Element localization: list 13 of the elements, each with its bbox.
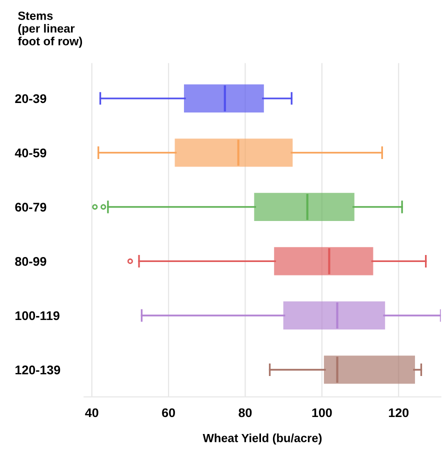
y-axis-title: Stems (per linear foot of row) — [18, 12, 82, 48]
y-tick-label: 80-99 — [15, 257, 46, 266]
y-tick-label: 100-119 — [16, 311, 60, 320]
x-tick-label: 60 — [162, 408, 175, 418]
x-tick-label: 40 — [85, 408, 98, 418]
y-tick-label: 60-79 — [15, 202, 46, 212]
y-tick-label: 120-139 — [16, 366, 60, 374]
x-tick-label: 120 — [388, 408, 409, 418]
y-tick-label: 20-39 — [15, 94, 46, 104]
x-tick-label: 80 — [238, 408, 252, 418]
y-tick-label: 40-59 — [14, 148, 46, 158]
x-axis-title: Wheat Yield (bu/acre) — [202, 434, 322, 445]
x-tick-label: 100 — [312, 408, 332, 418]
